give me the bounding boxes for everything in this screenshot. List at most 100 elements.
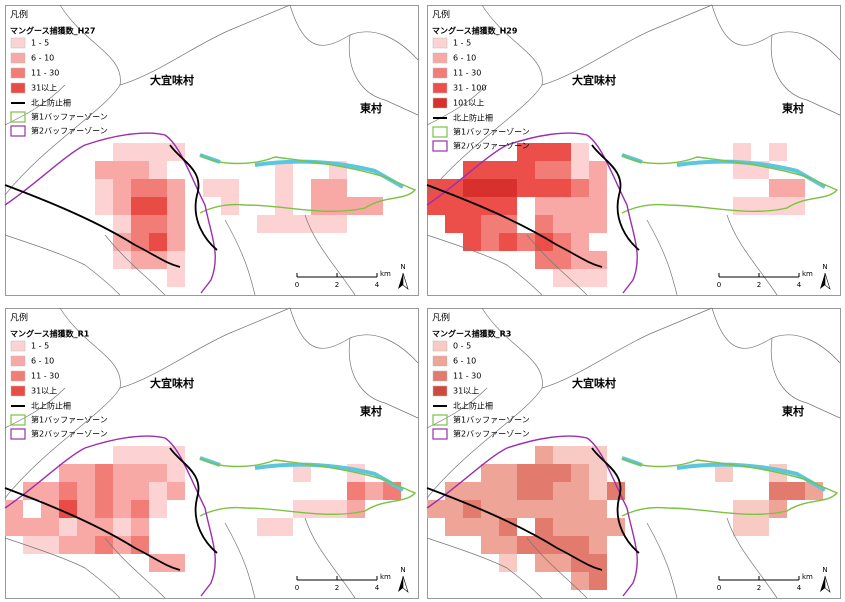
grid-cell <box>113 143 131 161</box>
scale-label: 4 <box>797 584 802 592</box>
grid-cell <box>41 518 59 536</box>
fence <box>426 487 603 571</box>
grid-cell <box>167 464 185 482</box>
grid-cell <box>131 518 149 536</box>
grid-cell <box>113 251 131 269</box>
boundary <box>4 537 121 599</box>
grid-cell <box>571 143 589 161</box>
boundary <box>348 34 419 116</box>
grid-cell <box>481 161 499 179</box>
fence <box>4 487 181 571</box>
boundary <box>4 307 121 499</box>
grid-cell <box>131 233 149 251</box>
legend-swatch <box>432 82 448 94</box>
grid-cell <box>769 143 787 161</box>
grid-cell <box>445 518 463 536</box>
boundary <box>726 517 778 599</box>
legend-heading: 凡例 <box>432 9 450 21</box>
grid-cell <box>149 464 167 482</box>
grid-cell <box>149 197 167 215</box>
grid-cell <box>167 179 185 197</box>
north-arrow <box>824 575 831 593</box>
grid-cell <box>517 143 535 161</box>
grid-cell <box>221 197 239 215</box>
grid-cell <box>203 179 221 197</box>
grid-cell <box>311 215 329 233</box>
grid-cell <box>445 500 463 518</box>
boundary <box>646 522 678 599</box>
grid-cell <box>95 179 113 197</box>
scale-label: 0 <box>295 584 299 592</box>
boundary <box>104 234 166 296</box>
place-name: 大宜味村 <box>150 73 194 87</box>
grid-cell <box>571 161 589 179</box>
grid-cell <box>553 215 571 233</box>
grid-cell <box>113 482 131 500</box>
grid-cell <box>221 179 239 197</box>
grid-cell <box>535 518 553 536</box>
grid-cell <box>499 464 517 482</box>
grid-cell <box>553 233 571 251</box>
panel-frame <box>427 308 841 599</box>
legend-heading: 凡例 <box>10 9 28 21</box>
legend-label: 31以上 <box>453 387 479 396</box>
legend-label: 6 - 10 <box>31 357 54 366</box>
boundary <box>224 522 256 599</box>
legend-title: マングース捕獲数_H27 <box>10 26 95 36</box>
buffer-zone-2 <box>426 435 638 597</box>
grid-cell <box>607 518 625 536</box>
boundary <box>426 537 543 599</box>
north-arrow <box>824 272 831 290</box>
grid-cell <box>95 482 113 500</box>
grid-cell <box>589 536 607 554</box>
grid-cell <box>751 500 769 518</box>
place-name: 東村 <box>360 404 382 418</box>
grid-cell <box>733 143 751 161</box>
grid-cell <box>535 215 553 233</box>
grid-cell <box>553 518 571 536</box>
grid-cell <box>715 464 733 482</box>
scale-label: 2 <box>757 584 761 592</box>
scale-label: 0 <box>717 584 721 592</box>
panel-frame <box>5 308 419 599</box>
boundary <box>304 517 356 599</box>
scale-unit: km <box>802 270 813 278</box>
grid-cell <box>59 482 77 500</box>
boundary <box>646 219 678 296</box>
boundary <box>770 34 841 116</box>
grid-cell <box>167 215 185 233</box>
north-label: N <box>822 566 827 574</box>
grid-cell <box>131 179 149 197</box>
grid-cell <box>113 197 131 215</box>
grid-cell <box>23 536 41 554</box>
legend-swatch <box>10 67 26 79</box>
grid-cell <box>275 518 293 536</box>
grid-cell <box>571 536 589 554</box>
grid-cell <box>499 554 517 572</box>
boundary <box>426 307 543 499</box>
boundary <box>348 337 419 419</box>
grid-cell <box>77 500 95 518</box>
grid-cell <box>769 197 787 215</box>
grid-cell <box>589 500 607 518</box>
grid-cell <box>535 143 553 161</box>
grid-cell <box>275 161 293 179</box>
grid-cell <box>167 482 185 500</box>
legend-swatch <box>10 340 26 352</box>
legend-swatch <box>432 140 448 152</box>
grid-cell <box>481 179 499 197</box>
grid-cell <box>329 215 347 233</box>
grid-cell <box>113 161 131 179</box>
grid-cell <box>535 161 553 179</box>
grid-cell <box>769 482 787 500</box>
grid-cell <box>733 518 751 536</box>
boundary <box>426 234 543 296</box>
grid-cell <box>481 536 499 554</box>
legend-label: 11 - 30 <box>31 372 59 381</box>
grid-cell <box>499 500 517 518</box>
grid-cell <box>131 500 149 518</box>
grid-cell <box>553 251 571 269</box>
grid-cell <box>113 179 131 197</box>
boundary <box>104 537 166 599</box>
